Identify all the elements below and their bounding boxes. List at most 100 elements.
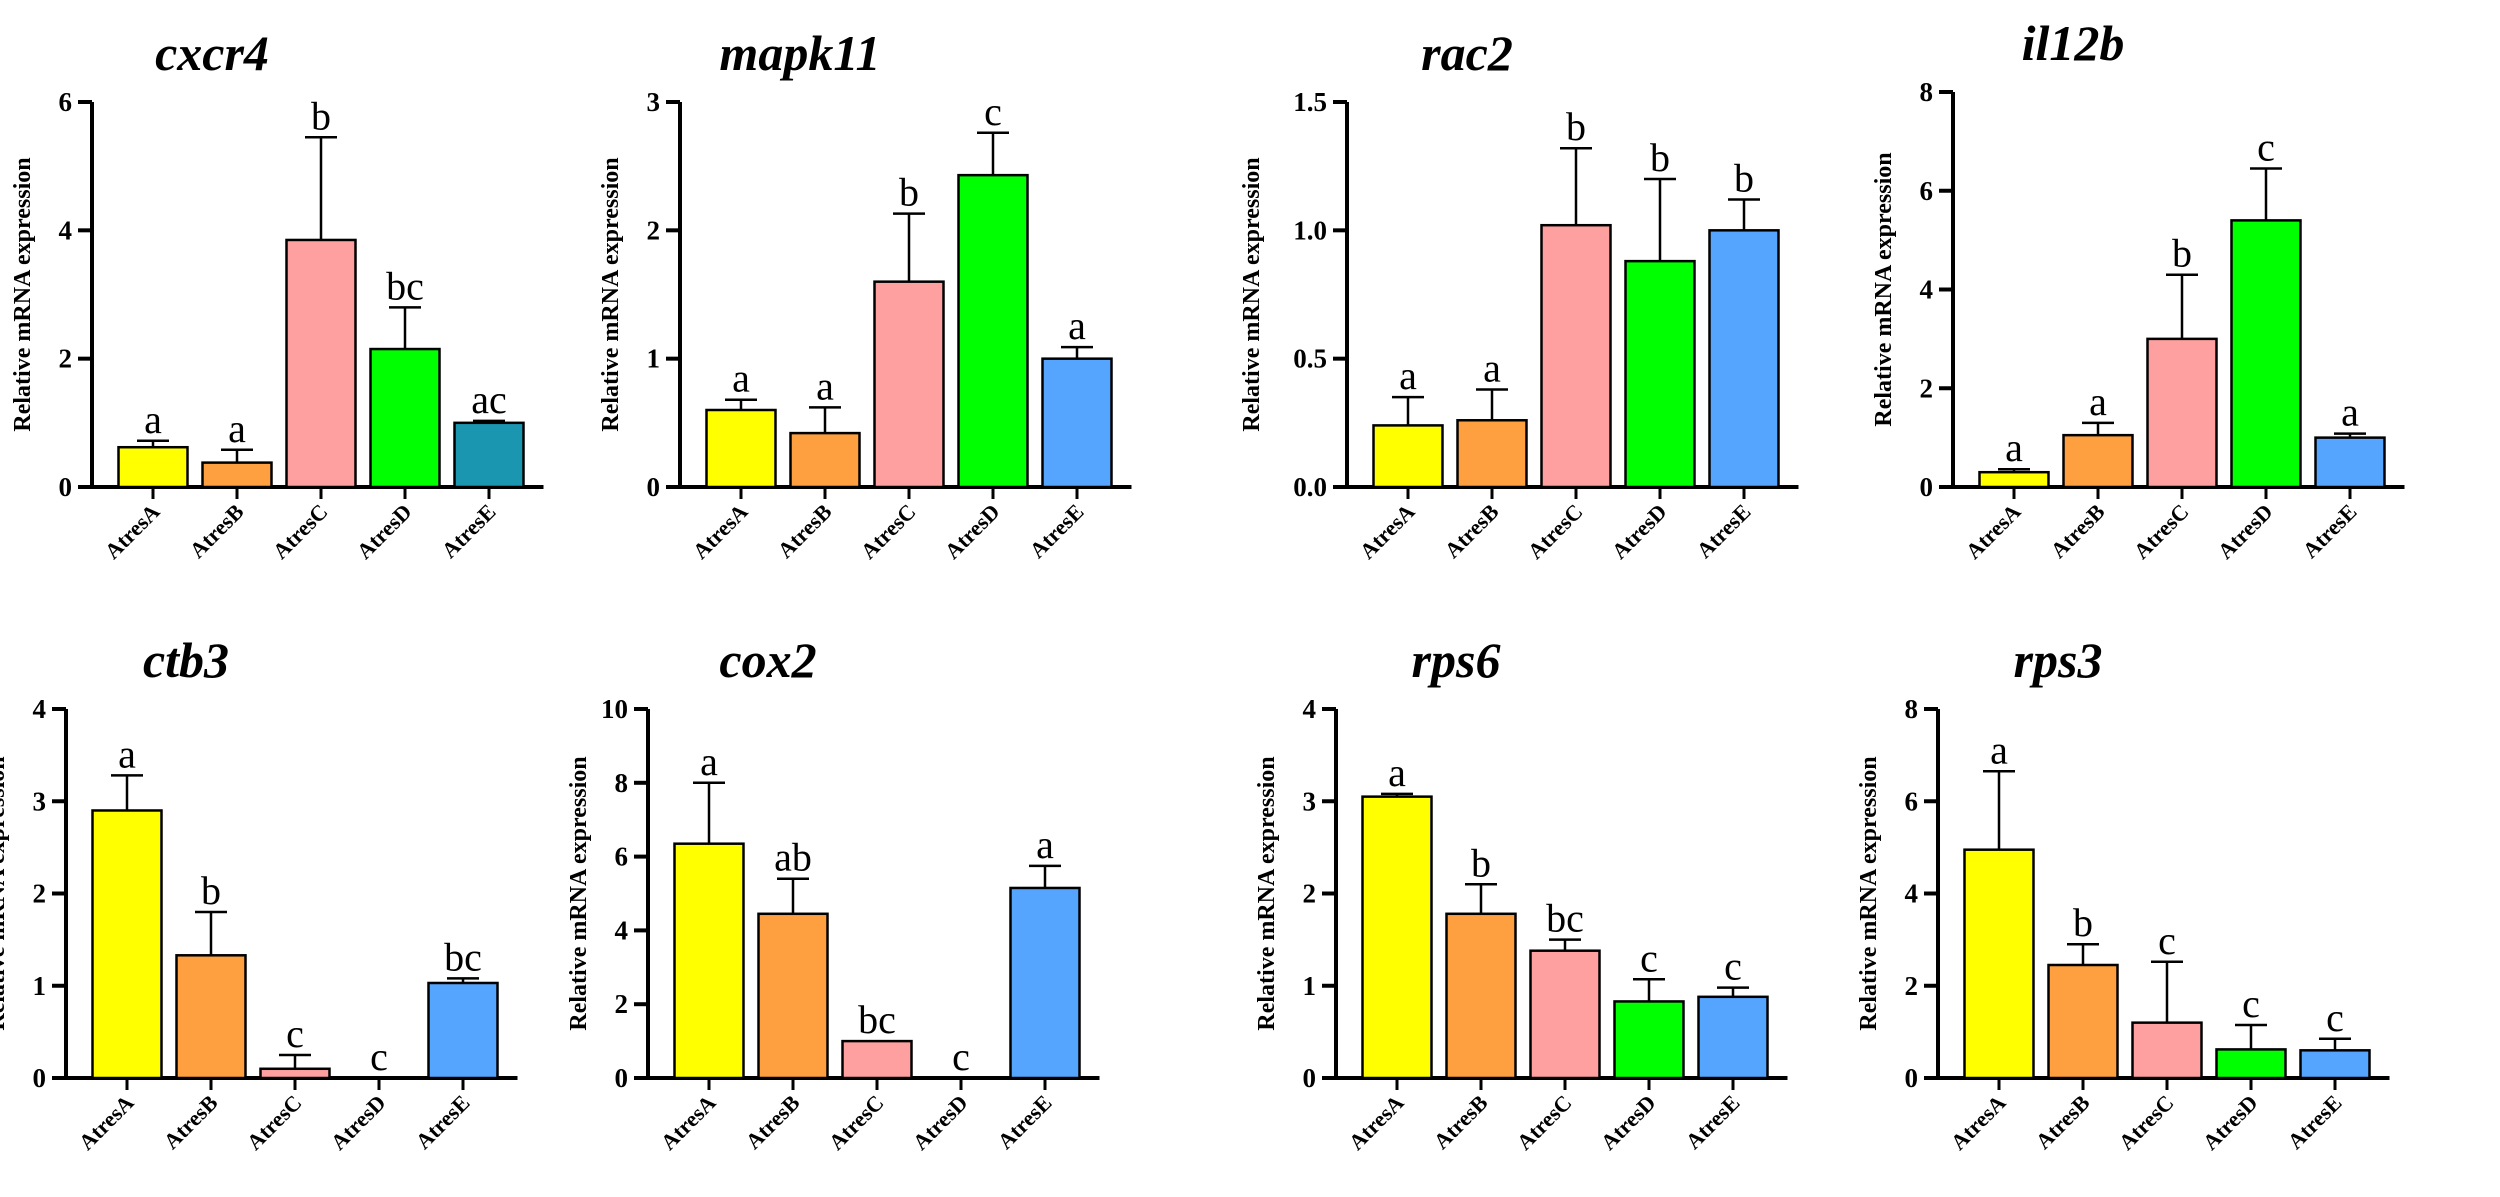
bar-AtresA	[117, 445, 189, 489]
significance-letter: a	[732, 356, 750, 401]
x-tick-label: AtresD	[1607, 499, 1672, 564]
chart-panel-ctb3: ctb3 0 1 2 3 4 Relative mRNA expression a AtresA…	[0, 632, 518, 1155]
significance-letter: a	[118, 731, 136, 776]
x-tick-label: AtresA	[656, 1090, 721, 1155]
bar-AtresC	[2131, 1021, 2203, 1080]
bar-AtresC	[259, 1067, 331, 1080]
y-tick-label: 6	[59, 87, 73, 117]
bar-AtresB	[201, 461, 273, 489]
x-tick-label: AtresD	[352, 499, 417, 564]
x-tick-label: AtresA	[1355, 499, 1420, 564]
y-tick-label: 0	[647, 472, 661, 502]
y-tick-label: 3	[647, 87, 661, 117]
x-tick-label: AtresB	[2030, 1090, 2094, 1154]
y-axis-label: Relative mRNA expression	[598, 157, 624, 431]
significance-letter: a	[1068, 303, 1086, 348]
y-tick-label: 0.5	[1293, 344, 1327, 374]
y-tick-label: 4	[59, 215, 73, 245]
chart-title: rac2	[1421, 25, 1513, 81]
chart-title: cox2	[719, 632, 816, 688]
significance-letter: a	[2341, 390, 2359, 435]
significance-letter: a	[144, 397, 162, 442]
y-axis-label: Relative mRNA expression	[1856, 756, 1882, 1030]
significance-letter: c	[952, 1034, 970, 1079]
y-axis-label: Relative mRNA expression	[1871, 152, 1897, 426]
bar-AtresA	[1361, 795, 1433, 1080]
y-tick-label: 8	[1905, 694, 1919, 724]
bar-AtresE	[1697, 995, 1769, 1080]
bar-AtresD	[957, 173, 1029, 489]
significance-letter: c	[286, 1011, 304, 1056]
x-tick-label: AtresD	[326, 1090, 391, 1155]
bar-AtresE	[2314, 436, 2386, 489]
significance-letter: b	[2172, 231, 2192, 276]
chart-panel-rac2: rac2 0.0 0.5 1.0 1.5 Relative mRNA expression…	[1239, 25, 1799, 564]
significance-letter: c	[370, 1034, 388, 1079]
bar-AtresC	[1529, 949, 1601, 1080]
y-tick-label: 8	[1920, 77, 1934, 107]
y-tick-label: 4	[1905, 879, 1919, 909]
significance-letter: a	[1483, 345, 1501, 390]
bar-AtresB	[789, 431, 861, 489]
x-tick-label: AtresC	[2129, 499, 2194, 564]
x-tick-label: AtresA	[1946, 1090, 2011, 1155]
y-tick-label: 2	[1905, 971, 1919, 1001]
significance-letter: c	[1724, 944, 1742, 989]
chart-panel-cxcr4: cxcr4 0 2 4 6 Relative mRNA expression a AtresA…	[10, 25, 544, 564]
x-tick-label: AtresE	[1691, 499, 1755, 563]
significance-letter: b	[899, 170, 919, 215]
x-tick-label: AtresC	[1512, 1090, 1577, 1155]
x-tick-label: AtresB	[772, 499, 836, 563]
x-tick-label: AtresB	[158, 1090, 222, 1154]
bar-AtresB	[175, 954, 247, 1080]
chart-panel-cox2: cox2 0 2 4 6 8 10 Relative mRNA expression a Atre…	[566, 632, 1100, 1155]
bar-AtresB	[2062, 433, 2134, 489]
bar-AtresE	[427, 981, 499, 1080]
x-tick-label: AtresD	[908, 1090, 973, 1155]
bar-AtresB	[757, 912, 829, 1080]
bar-AtresE	[1708, 229, 1780, 489]
chart-panel-mapk11: mapk11 0 1 2 3 Relative mRNA expression a Atres…	[598, 25, 1132, 564]
x-tick-label: AtresA	[100, 499, 165, 564]
significance-letter: c	[2158, 918, 2176, 963]
y-tick-label: 6	[615, 842, 629, 872]
y-tick-label: 2	[615, 989, 629, 1019]
y-tick-label: 4	[1920, 275, 1934, 305]
chart-title: il12b	[2022, 15, 2125, 71]
bar-AtresE	[453, 421, 525, 489]
significance-letter: c	[1640, 935, 1658, 980]
significance-letter: c	[2257, 125, 2275, 170]
chart-title: rps3	[2014, 632, 2103, 688]
x-tick-label: AtresA	[1961, 499, 2026, 564]
chart-panel-il12b: il12b 0 2 4 6 8 Relative mRNA expression a Atres…	[1871, 15, 2405, 564]
y-tick-label: 4	[1303, 694, 1317, 724]
y-tick-label: 2	[59, 344, 73, 374]
bar-AtresD	[1624, 259, 1696, 489]
bar-AtresC	[2146, 337, 2218, 489]
bar-AtresA	[1978, 470, 2050, 489]
y-tick-label: 6	[1920, 176, 1934, 206]
x-tick-label: AtresB	[2045, 499, 2109, 563]
x-tick-label: AtresE	[2282, 1090, 2346, 1154]
significance-letter: b	[2073, 900, 2093, 945]
y-tick-label: 4	[615, 915, 629, 945]
y-tick-label: 3	[1303, 786, 1317, 816]
bar-AtresD	[369, 347, 441, 489]
x-tick-label: AtresD	[1596, 1090, 1661, 1155]
x-tick-label: AtresC	[2114, 1090, 2179, 1155]
x-tick-label: AtresE	[1680, 1090, 1744, 1154]
significance-letter: bc	[1546, 896, 1584, 941]
significance-letter: a	[2005, 425, 2023, 470]
chart-title: rps6	[1412, 632, 1501, 688]
y-axis-label: Relative mRNA expression	[1239, 157, 1265, 431]
significance-letter: b	[311, 93, 331, 138]
y-tick-label: 0	[1905, 1063, 1919, 1093]
x-tick-label: AtresE	[1024, 499, 1088, 563]
bar-AtresD	[1613, 1000, 1685, 1080]
bar-AtresB	[1456, 419, 1528, 489]
x-tick-label: AtresE	[2297, 499, 2361, 563]
bar-AtresE	[2299, 1049, 2371, 1080]
x-tick-label: AtresB	[740, 1090, 804, 1154]
bar-AtresA	[705, 408, 777, 489]
